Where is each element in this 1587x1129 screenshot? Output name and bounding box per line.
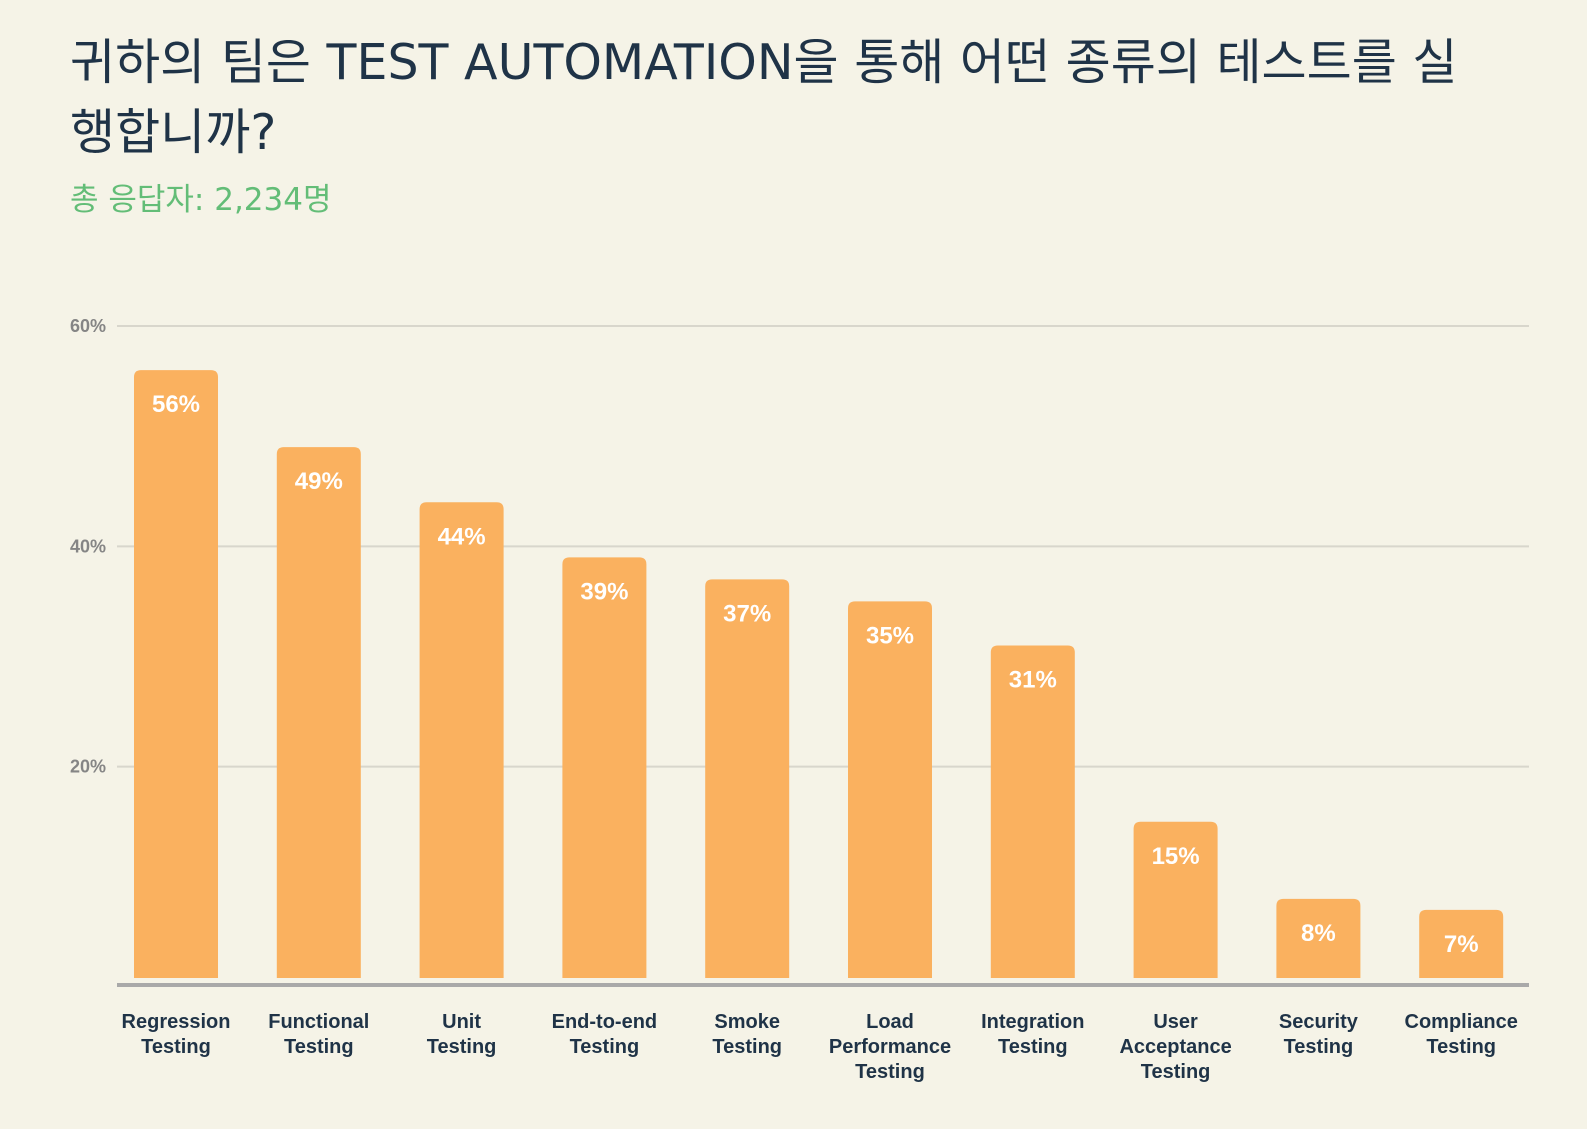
x-tick-label: Smoke Testing	[712, 1011, 782, 1058]
bar-data-label: 35%	[866, 622, 914, 649]
bar	[1419, 909, 1504, 978]
bar	[134, 370, 218, 979]
chart-title: 귀하의 팀은 TEST AUTOMATION을 통해 어떤 종류의 테스트를 실…	[70, 34, 1458, 161]
x-tick-label: User Acceptance Testing	[1119, 1011, 1231, 1083]
bar-data-label: 39%	[580, 578, 628, 605]
bar	[705, 579, 790, 978]
chart-subtitle: 총 응답자: 2,234명	[70, 182, 332, 218]
bar-data-label: 49%	[295, 468, 343, 495]
x-tick-label: Security Testing	[1279, 1011, 1359, 1058]
bar-data-label: 7%	[1444, 931, 1479, 958]
bar	[1276, 898, 1361, 978]
y-tick-label: 20%	[70, 757, 106, 777]
bar	[990, 645, 1075, 978]
bar-data-label: 56%	[152, 391, 200, 418]
y-tick-label: 60%	[70, 316, 106, 336]
x-tick-label: End-to-end Testing	[552, 1011, 658, 1058]
bar	[1133, 821, 1218, 978]
bar-data-label: 8%	[1301, 920, 1336, 947]
x-tick-label: Load Performance Testing	[829, 1011, 951, 1083]
x-tick-label: Regression Testing	[122, 1011, 231, 1058]
x-tick-label: Integration Testing	[981, 1011, 1084, 1058]
bar	[848, 601, 932, 978]
y-tick-label: 40%	[70, 536, 106, 556]
bar-data-label: 37%	[723, 600, 771, 627]
bar	[419, 502, 504, 978]
bar-data-label: 31%	[1009, 666, 1057, 693]
bar	[276, 447, 361, 978]
bars	[134, 370, 1504, 979]
x-tick-label: Functional Testing	[268, 1011, 369, 1058]
bar-data-label: 44%	[438, 523, 486, 550]
bar	[562, 557, 647, 978]
data-labels: 56% 49% 44% 39% 37% 35% 31% 15% 8% 7%	[152, 391, 1479, 958]
bar-data-label: 15%	[1152, 843, 1200, 870]
category-labels: Regression Testing Functional Testing Unit Te…	[122, 1011, 1518, 1083]
x-tick-label: Compliance Testing	[1405, 1011, 1518, 1058]
x-tick-label: Unit Testing	[427, 1011, 497, 1058]
